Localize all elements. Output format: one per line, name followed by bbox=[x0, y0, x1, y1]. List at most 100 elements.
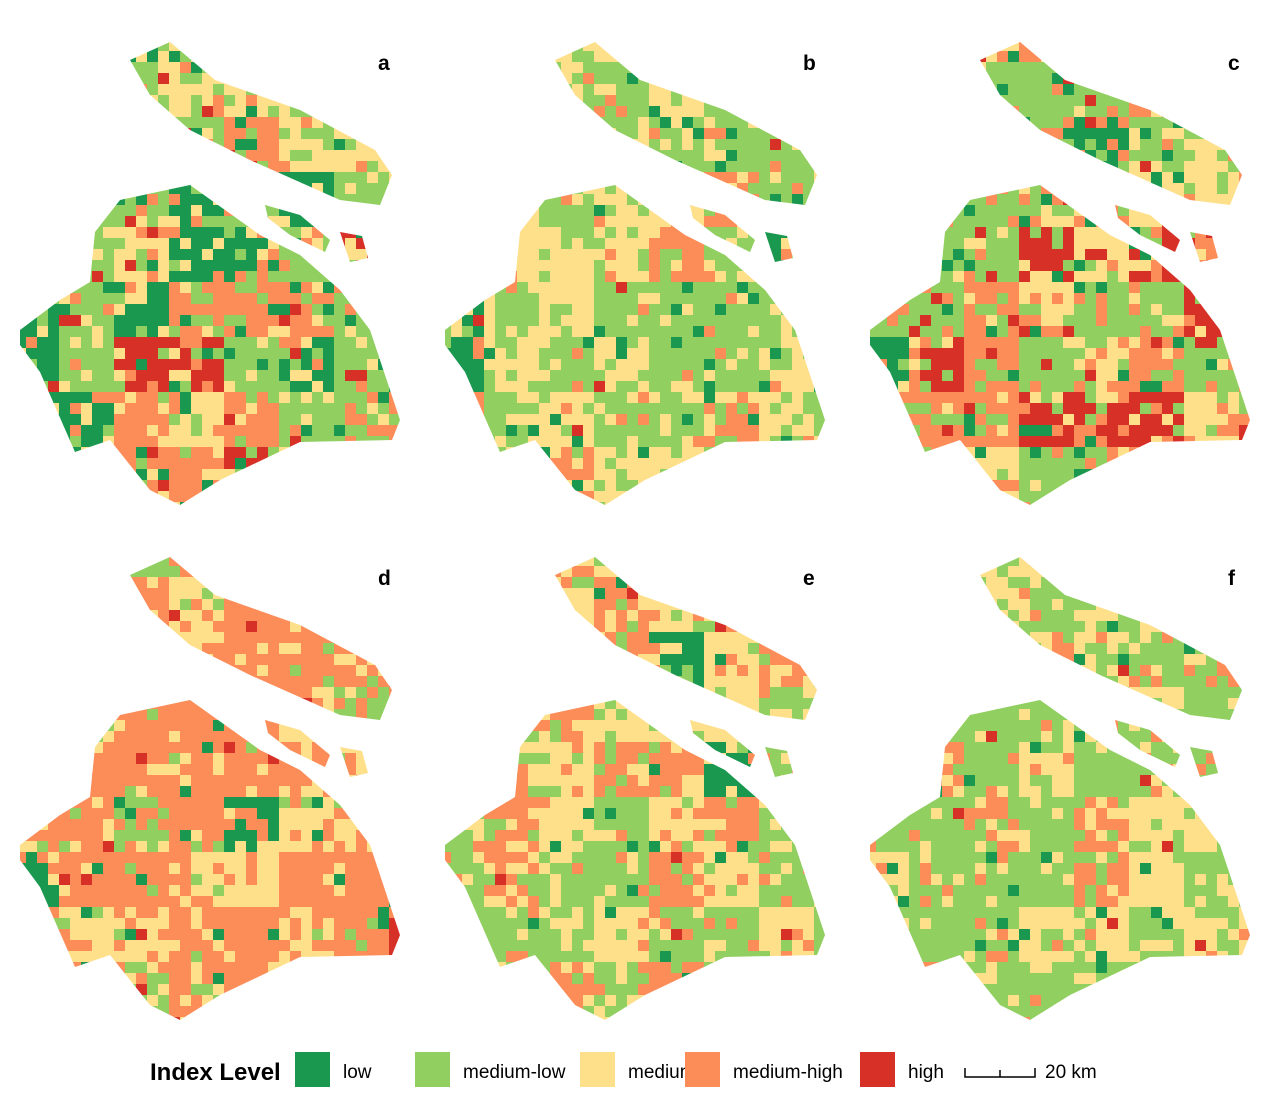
map-patch bbox=[649, 238, 661, 250]
map-patch bbox=[605, 392, 617, 404]
map-patch bbox=[1217, 491, 1229, 503]
map-patch bbox=[726, 183, 738, 195]
map-patch bbox=[583, 480, 595, 492]
map-patch bbox=[37, 326, 49, 338]
map-patch bbox=[26, 425, 38, 437]
map-patch bbox=[169, 643, 181, 655]
map-patch bbox=[257, 117, 269, 129]
map-patch bbox=[1140, 293, 1152, 305]
map-patch bbox=[693, 425, 705, 437]
map-patch bbox=[870, 205, 877, 217]
map-patch bbox=[704, 414, 716, 426]
map-patch bbox=[1063, 249, 1075, 261]
map-patch bbox=[224, 271, 236, 283]
map-patch bbox=[378, 491, 390, 503]
map-patch bbox=[48, 73, 60, 85]
map-patch bbox=[345, 205, 357, 217]
map-patch bbox=[257, 381, 269, 393]
map-patch bbox=[445, 194, 452, 206]
map-patch bbox=[704, 425, 716, 437]
map-patch bbox=[1151, 227, 1163, 239]
map-patch bbox=[942, 194, 954, 206]
map-patch bbox=[1019, 447, 1031, 459]
map-patch bbox=[246, 381, 258, 393]
map-patch bbox=[169, 632, 181, 644]
map-patch bbox=[704, 271, 716, 283]
map-patch bbox=[616, 117, 628, 129]
map-patch bbox=[323, 643, 335, 655]
map-patch bbox=[48, 599, 60, 611]
map-patch bbox=[445, 73, 452, 85]
map-patch bbox=[246, 128, 258, 140]
map-patch bbox=[814, 293, 825, 305]
map-patch bbox=[638, 337, 650, 349]
map-patch bbox=[594, 326, 606, 338]
map-patch bbox=[792, 62, 804, 74]
map-patch bbox=[1173, 491, 1185, 503]
map-patch bbox=[246, 172, 258, 184]
map-patch bbox=[898, 271, 910, 283]
map-patch bbox=[539, 117, 551, 129]
map-patch bbox=[257, 42, 269, 52]
map-patch bbox=[246, 304, 258, 316]
map-patch bbox=[1074, 392, 1086, 404]
map-patch bbox=[334, 599, 346, 611]
map-patch bbox=[235, 621, 247, 633]
map-patch bbox=[920, 315, 932, 327]
map-patch bbox=[169, 326, 181, 338]
map-patch bbox=[781, 172, 793, 184]
map-patch bbox=[704, 205, 716, 217]
map-patch bbox=[191, 403, 203, 415]
map-patch bbox=[1217, 42, 1229, 52]
map-patch bbox=[1085, 282, 1097, 294]
map-patch bbox=[495, 392, 507, 404]
map-patch bbox=[616, 469, 628, 481]
map-patch bbox=[759, 62, 771, 74]
map-patch bbox=[1107, 139, 1119, 151]
map-patch bbox=[715, 183, 727, 195]
map-patch bbox=[473, 425, 485, 437]
map-patch bbox=[682, 502, 694, 505]
map-patch bbox=[693, 282, 705, 294]
map-patch bbox=[400, 194, 412, 206]
map-patch bbox=[445, 260, 452, 272]
map-patch bbox=[1217, 271, 1229, 283]
map-patch bbox=[334, 381, 346, 393]
map-patch bbox=[660, 73, 672, 85]
map-patch bbox=[191, 73, 203, 85]
map-patch bbox=[1118, 117, 1130, 129]
map-patch bbox=[572, 414, 584, 426]
map-patch bbox=[616, 128, 628, 140]
map-patch bbox=[224, 447, 236, 459]
map-patch bbox=[792, 84, 804, 96]
map-patch bbox=[931, 62, 943, 74]
map-patch bbox=[964, 117, 976, 129]
map-patch bbox=[1019, 62, 1031, 74]
map-patch bbox=[605, 95, 617, 107]
map-patch bbox=[290, 632, 302, 644]
map-patch bbox=[202, 480, 214, 492]
map-patch bbox=[367, 293, 379, 305]
map-patch bbox=[169, 337, 181, 349]
map-patch bbox=[975, 216, 987, 228]
map-patch bbox=[345, 566, 357, 578]
map-patch bbox=[737, 73, 749, 85]
map-patch bbox=[693, 469, 705, 481]
map-patch bbox=[876, 227, 888, 239]
map-patch bbox=[649, 414, 661, 426]
map-patch bbox=[70, 194, 82, 206]
map-patch bbox=[1096, 205, 1108, 217]
map-patch bbox=[37, 315, 49, 327]
map-patch bbox=[312, 436, 324, 448]
map-patch bbox=[561, 337, 573, 349]
map-patch bbox=[445, 249, 452, 261]
map-patch bbox=[301, 610, 313, 622]
map-patch bbox=[169, 654, 181, 666]
map-patch bbox=[37, 469, 49, 481]
map-patch bbox=[748, 249, 760, 261]
map-patch bbox=[48, 315, 60, 327]
map-patch bbox=[301, 425, 313, 437]
map-patch bbox=[942, 326, 954, 338]
map-patch bbox=[202, 643, 214, 655]
map-patch bbox=[759, 282, 771, 294]
